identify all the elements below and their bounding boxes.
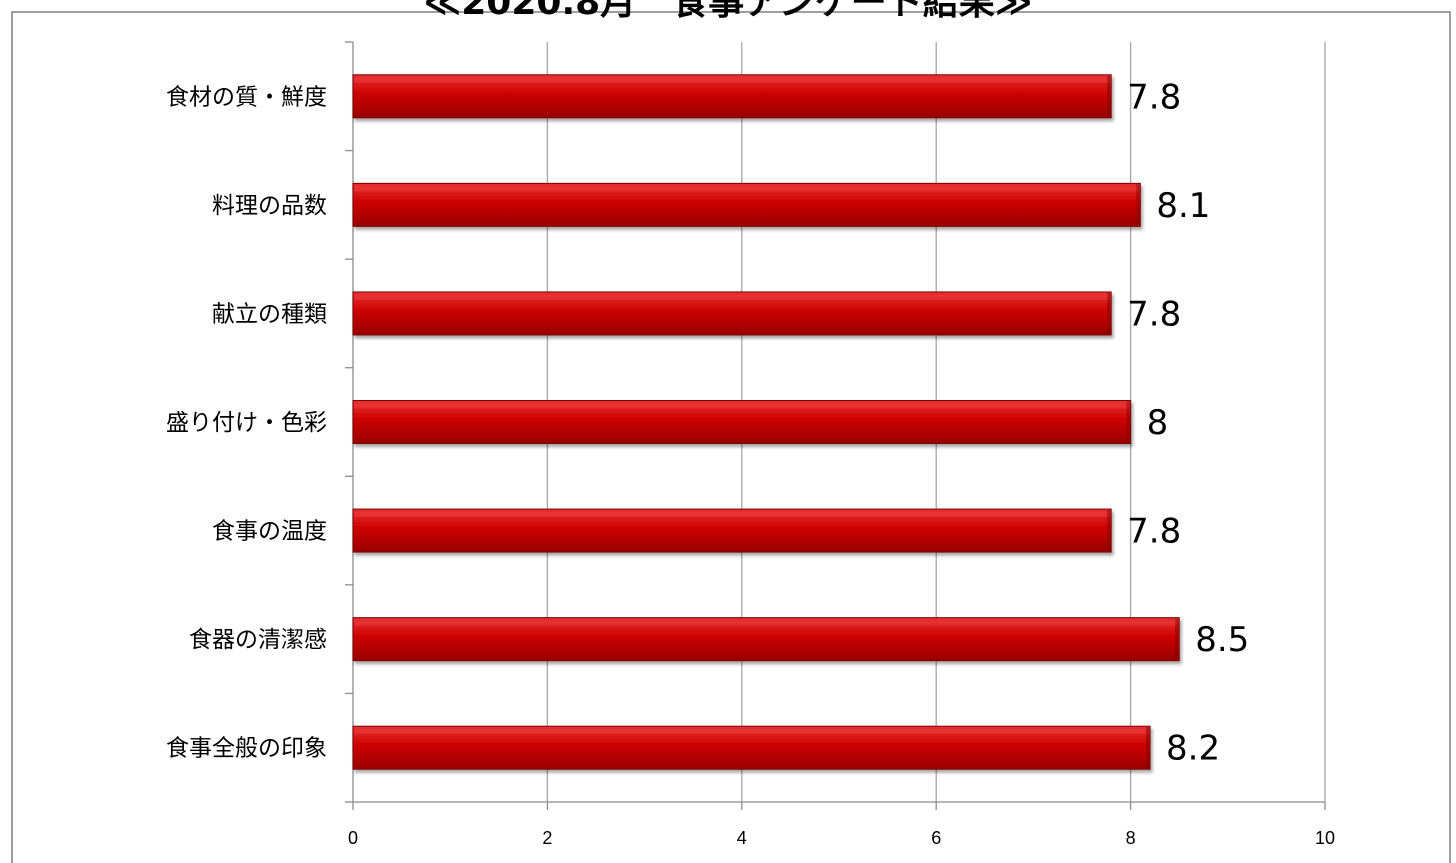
category-label: 食事全般の印象 [166, 736, 327, 762]
category-label: 料理の品数 [212, 193, 327, 219]
category-label: 食器の清潔感 [189, 627, 327, 653]
data-label: 7.8 [1127, 512, 1181, 552]
bar-group [352, 74, 1112, 119]
chart-title: ≪2020.8月 食事アンケート結果≫ [424, 0, 1033, 23]
bar-end-shade [1107, 510, 1111, 552]
category-label: 食材の質・鮮度 [166, 84, 327, 110]
bar-highlight [354, 512, 1111, 518]
bar-end-shade [1136, 184, 1140, 226]
bar-group [352, 617, 1180, 662]
data-label: 7.8 [1127, 77, 1181, 117]
data-label: 7.8 [1127, 294, 1181, 334]
bar-highlight [354, 77, 1111, 83]
x-tick-label: 10 [1315, 828, 1335, 848]
bars [352, 74, 1180, 770]
x-tick-label: 2 [542, 828, 552, 848]
bar-group [352, 182, 1141, 227]
category-label: 食事の温度 [212, 519, 327, 545]
x-tick-label: 4 [737, 828, 747, 848]
bar-highlight [354, 620, 1179, 626]
x-tick-label: 6 [931, 828, 941, 848]
bar-end-shade [1107, 75, 1111, 117]
bar-group [352, 291, 1112, 336]
bar-highlight [354, 294, 1111, 300]
labels: 0 2 4 6 8 10 食材の質・鮮度 7.8 料理の品数 8.1 献立の種類 7.8 盛り付け・色彩… [166, 77, 1335, 848]
x-tick-label: 8 [1126, 828, 1136, 848]
bar-highlight [354, 186, 1140, 192]
bar-group [352, 400, 1132, 444]
data-label: 8.1 [1156, 186, 1210, 226]
data-label: 8 [1147, 403, 1169, 443]
bar-end-shade [1146, 727, 1150, 769]
bar-end-shade [1107, 292, 1111, 334]
data-label: 8.2 [1166, 729, 1220, 769]
bar-group [352, 508, 1112, 553]
bar-highlight [354, 729, 1150, 735]
bar-end-shade [1175, 618, 1179, 660]
bar-highlight [354, 403, 1130, 409]
x-tick-label: 0 [348, 828, 358, 848]
bar-group [352, 725, 1151, 770]
category-label: 献立の種類 [212, 301, 327, 327]
data-label: 8.5 [1195, 620, 1249, 660]
bar-end-shade [1126, 401, 1130, 443]
category-label: 盛り付け・色彩 [166, 410, 327, 436]
